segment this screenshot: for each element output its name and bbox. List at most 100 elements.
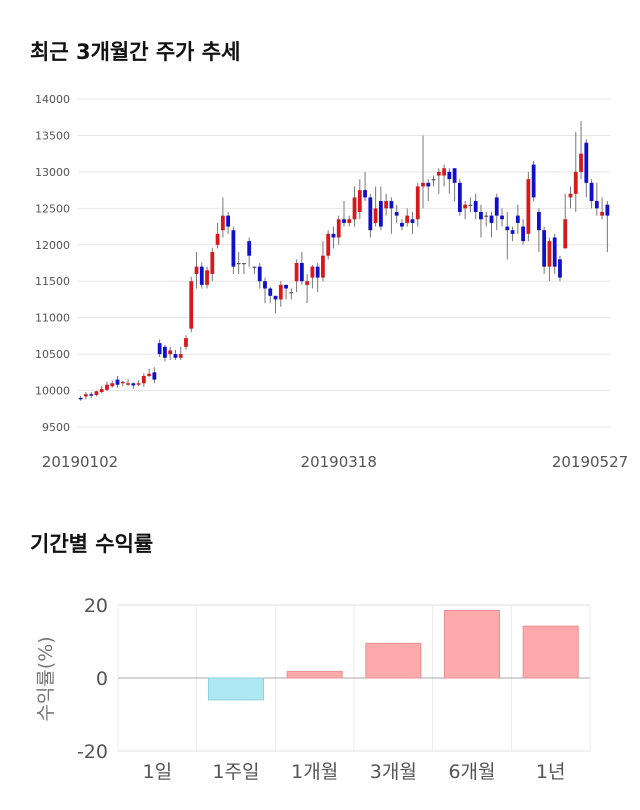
candle-body [536, 211, 541, 231]
candle [247, 237, 252, 267]
candle [531, 160, 536, 202]
candle [120, 381, 125, 387]
bar-x-axis: 1일 1주일 1개월 3개월 6개월 1년 [143, 761, 566, 783]
candle [368, 193, 373, 238]
candle-body [447, 171, 452, 180]
candle-body [336, 219, 341, 238]
candle-y-tick-label: 14000 [35, 93, 70, 106]
candle [226, 211, 231, 234]
candle [336, 215, 341, 245]
candle-body [579, 153, 583, 172]
candle-body [547, 241, 552, 267]
candle-body [594, 201, 599, 209]
candle [331, 226, 336, 249]
candle-body [168, 350, 173, 355]
bar [365, 642, 422, 679]
bar [522, 625, 579, 679]
candle-body [457, 182, 462, 212]
candle [99, 386, 104, 394]
candle-series [78, 120, 610, 401]
candle [105, 381, 109, 392]
candle [415, 182, 420, 227]
candle-body [331, 233, 336, 238]
candle [389, 197, 394, 234]
candle-y-tick-label: 12500 [35, 202, 70, 215]
candle-body [494, 197, 499, 216]
candle [573, 131, 578, 212]
candle [136, 380, 141, 387]
candle-body [436, 171, 441, 176]
candle [184, 335, 188, 350]
candle [157, 339, 162, 358]
candle [89, 392, 94, 398]
candle-body [352, 197, 357, 220]
candle-body [589, 182, 594, 202]
candle-body [173, 354, 178, 358]
candle-body [110, 383, 115, 387]
candle-body [521, 226, 525, 242]
candle-body [484, 215, 489, 217]
candle [363, 171, 367, 202]
candle [579, 120, 583, 180]
candle [220, 197, 225, 238]
bar-series [207, 609, 579, 701]
candle-body [605, 204, 610, 216]
candle [431, 175, 436, 187]
candle-body [389, 201, 394, 209]
candle [326, 230, 331, 260]
candle-body [510, 230, 515, 234]
candle-body [452, 168, 457, 183]
candle-y-tick-label: 10000 [35, 385, 70, 398]
candle [426, 179, 431, 202]
candle [168, 346, 173, 360]
candle-body [105, 384, 109, 390]
candle [410, 211, 415, 234]
candle-body [384, 201, 389, 209]
candle [315, 263, 320, 293]
candle-y-tick-label: 13500 [35, 129, 70, 142]
candle [284, 284, 288, 300]
candle-body [558, 259, 562, 278]
candle-body [500, 215, 504, 220]
candle [173, 349, 178, 360]
candle-body [284, 284, 288, 289]
candle-body [220, 215, 225, 231]
candle [405, 208, 410, 227]
candle-body [363, 190, 367, 198]
candle-y-tick-label: 11500 [35, 275, 70, 288]
candle-body [473, 201, 478, 212]
candle-body [115, 379, 120, 385]
candle [489, 211, 494, 238]
candle [357, 179, 362, 220]
candle-body [210, 252, 215, 274]
candle [299, 252, 304, 285]
candle [152, 367, 157, 384]
candle [257, 263, 262, 289]
candle [447, 168, 452, 194]
candle-body [515, 215, 520, 223]
candle [141, 373, 146, 387]
candle [78, 395, 83, 401]
candle-body [215, 233, 220, 245]
bar-y-tick-label: 20 [84, 595, 108, 617]
candle [457, 179, 462, 216]
bar [207, 677, 265, 701]
candle [347, 215, 352, 227]
candle [242, 263, 246, 274]
candle-y-axis: 9500 10000 10500 11000 11500 12000 12500 13000 1… [35, 93, 70, 434]
candle [289, 288, 294, 300]
candle [536, 208, 541, 253]
candle-body [468, 204, 473, 206]
candle [468, 197, 473, 212]
candle-body [463, 204, 468, 209]
candle [484, 211, 489, 227]
candle-body [405, 215, 410, 223]
candle-body [231, 230, 236, 267]
candle-body [120, 381, 125, 384]
candle-y-tick-label: 10500 [35, 348, 70, 361]
candle-body [431, 179, 436, 181]
period-returns-title: 기간별 수익률 [30, 532, 154, 556]
candle-body [178, 354, 183, 358]
candle [394, 204, 399, 223]
candle-body [136, 383, 141, 385]
